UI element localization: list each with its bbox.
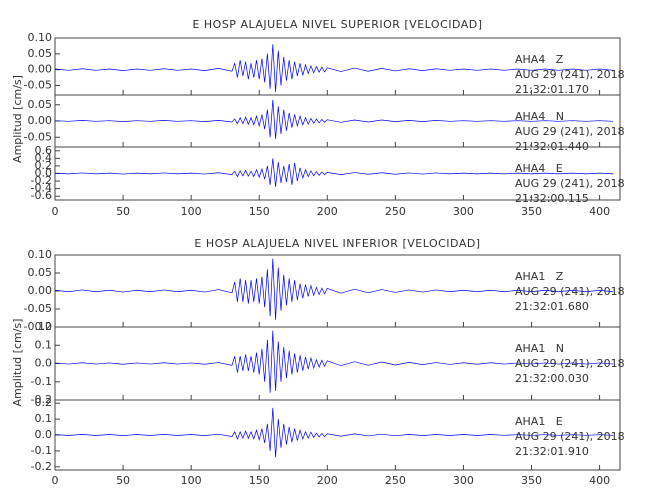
y-tick-label: -0.1: [31, 444, 52, 457]
y-tick-label: -0.2: [31, 460, 52, 473]
trace-station: AHA4 N: [515, 110, 564, 123]
y-tick-label: 0.10: [28, 31, 53, 44]
x-tick-label: 100: [181, 205, 202, 218]
y-tick-label: 0.05: [28, 47, 53, 60]
y-tick-label: 0.1: [35, 338, 53, 351]
y-tick-label: 0.05: [28, 266, 53, 279]
y-tick-label: -0.1: [31, 375, 52, 388]
waveform: [54, 99, 614, 139]
trace-station: AHA1 Z: [515, 270, 564, 283]
y-tick-label: 0.2: [35, 396, 53, 409]
trace-station: AHA4 E: [515, 162, 563, 175]
x-tick-label: 250: [385, 474, 406, 487]
trace-date: AUG 29 (241), 2018: [515, 68, 625, 81]
y-tick-label: 0.2: [35, 320, 53, 333]
x-tick-label: 300: [453, 474, 474, 487]
y-axis-label: Amplitud [cm/s]: [11, 319, 24, 407]
y-tick-label: 0.10: [28, 248, 53, 261]
x-tick-label: 400: [589, 474, 610, 487]
trace-station: AHA1 N: [515, 342, 564, 355]
trace-time: 21:32:00.030: [515, 372, 589, 385]
trace-date: AUG 29 (241), 2018: [515, 177, 625, 190]
waveform: [54, 330, 614, 393]
x-tick-label: 250: [385, 205, 406, 218]
y-tick-label: 0.00: [28, 63, 53, 76]
waveform: [54, 44, 614, 92]
x-tick-label: 200: [317, 205, 338, 218]
trace-station: AHA1 E: [515, 415, 563, 428]
x-tick-label: 350: [521, 205, 542, 218]
x-tick-label: 150: [249, 474, 270, 487]
y-tick-label: 0.0: [35, 167, 53, 180]
trace-time: 21:32:01.910: [515, 445, 589, 458]
x-tick-label: 350: [521, 474, 542, 487]
y-tick-label: -0.2: [31, 393, 52, 406]
trace-time: 21:32:00.115: [515, 192, 589, 205]
y-tick-label: 0.4: [35, 151, 53, 164]
y-tick-label: -0.05: [24, 130, 52, 143]
x-tick-label: 50: [116, 474, 130, 487]
x-tick-label: 150: [249, 205, 270, 218]
x-tick-label: 0: [52, 205, 59, 218]
y-tick-label: 0.05: [28, 98, 53, 111]
y-tick-label: -0.4: [31, 182, 52, 195]
y-tick-label: 0.1: [35, 412, 53, 425]
chart-title: E HOSP ALAJUELA NIVEL INFERIOR [VELOCIDA…: [194, 237, 480, 250]
waveform: [54, 158, 614, 187]
trace-station: AHA4 Z: [515, 53, 564, 66]
y-tick-label: -0.05: [24, 79, 52, 92]
x-tick-label: 200: [317, 474, 338, 487]
y-tick-label: -0.2: [31, 174, 52, 187]
waveform: [54, 258, 614, 320]
trace-date: AUG 29 (241), 2018: [515, 285, 625, 298]
y-tick-label: -0.6: [31, 189, 52, 202]
trace-time: 21:32:01.680: [515, 300, 589, 313]
y-tick-label: 0.2: [35, 159, 53, 172]
x-tick-label: 0: [52, 474, 59, 487]
trace-date: AUG 29 (241), 2018: [515, 125, 625, 138]
y-tick-label: -0.05: [24, 302, 52, 315]
y-tick-label: 0.6: [35, 144, 53, 157]
chart-title: E HOSP ALAJUELA NIVEL SUPERIOR [VELOCIDA…: [192, 18, 482, 31]
x-tick-label: 400: [589, 205, 610, 218]
y-tick-label: -0.10: [24, 320, 52, 333]
waveform: [54, 407, 614, 458]
y-tick-label: 0.0: [35, 428, 53, 441]
x-tick-label: 100: [181, 474, 202, 487]
y-tick-label: 0.0: [35, 357, 53, 370]
y-tick-label: 0.00: [28, 284, 53, 297]
trace-time: 21:32:01.170: [515, 83, 589, 96]
trace-date: AUG 29 (241), 2018: [515, 430, 625, 443]
trace-date: AUG 29 (241), 2018: [515, 357, 625, 370]
x-tick-label: 300: [453, 205, 474, 218]
x-tick-label: 50: [116, 205, 130, 218]
y-axis-label: Amplitud [cm/s]: [11, 75, 24, 163]
y-tick-label: 0.00: [28, 114, 53, 127]
